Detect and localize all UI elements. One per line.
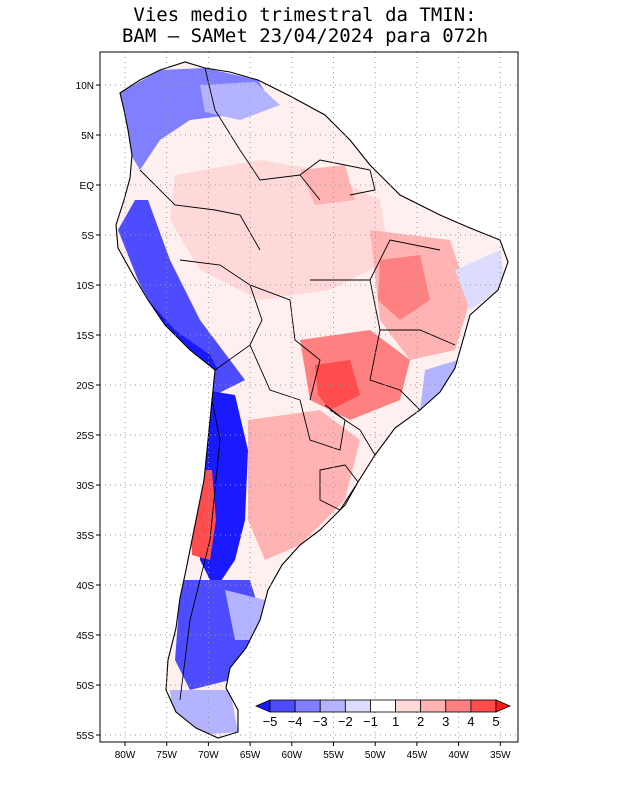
border-argentina-chile: [179, 399, 221, 701]
border-brazil-states-1: [310, 239, 441, 281]
amazon-pink-spot: [300, 165, 355, 205]
lat-tick-label: 50S: [76, 681, 94, 692]
lon-tick-label: 40W: [448, 750, 469, 761]
border-colombia-venezuela: [204, 67, 321, 201]
lat-tick-label: 30S: [76, 481, 94, 492]
border-colombia-peru: [139, 169, 261, 251]
lat-tick-label: 10S: [76, 281, 94, 292]
lon-tick-label: 60W: [282, 750, 303, 761]
colorbar-label: 3: [442, 714, 449, 729]
title-line-1: Vies medio trimestral da TMIN:: [133, 4, 476, 26]
lon-tick-label: 65W: [240, 750, 261, 761]
lon-tick-label: 50W: [365, 750, 386, 761]
lon-tick-label: 75W: [156, 750, 177, 761]
colorbar-label: 1: [392, 714, 399, 729]
lon-tick-label: 45W: [407, 750, 428, 761]
andes-blue-strip: [118, 200, 245, 395]
colorbar-label: −5: [263, 714, 278, 729]
colorbar-label: 4: [467, 714, 474, 729]
colorbar-label: −3: [313, 714, 328, 729]
colorbar-box: [294, 699, 321, 713]
colorbar-box: [319, 699, 346, 713]
lat-tick-label: 40S: [76, 581, 94, 592]
northeast-red: [378, 255, 430, 320]
lat-tick-label: 10N: [76, 81, 94, 92]
border-argentina-uruguay: [319, 464, 359, 511]
lat-tick-label: 55S: [76, 731, 94, 742]
border-brazil-states-2: [369, 279, 456, 346]
lat-tick-label: 45S: [76, 631, 94, 642]
northeast-lightblue: [455, 250, 505, 310]
border-bolivia-brazil: [249, 284, 321, 401]
colorbar-box: [420, 699, 447, 713]
title-line-2: BAM – SAMet 23/04/2024 para 072h: [122, 25, 488, 47]
lat-tick-label: EQ: [80, 181, 95, 192]
border-guianas: [299, 159, 376, 196]
colorbar-box: [395, 699, 422, 713]
lat-tick-label: 15S: [76, 331, 94, 342]
lon-tick-label: 55W: [323, 750, 344, 761]
latitude-labels: 10N 5N EQ 5S 10S 15S 20S 25S 30S 35S 40S 45S 50S 55S: [76, 81, 100, 742]
colorbar-label: 2: [417, 714, 424, 729]
graticule: [100, 52, 518, 742]
colorbar-label: −2: [338, 714, 353, 729]
colorbar-box: [370, 699, 396, 713]
central-brazil-hot: [315, 360, 360, 410]
border-brazil-states-4: [329, 409, 376, 456]
map-frame: [99, 51, 519, 743]
colorbar-label: −4: [288, 714, 303, 729]
longitude-labels: 80W 75W 70W 65W 60W 55W 50W 45W 40W 35W: [115, 742, 511, 761]
lon-tick-label: 80W: [115, 750, 136, 761]
colorbar-arrow-right: [495, 699, 512, 713]
country-borders: [139, 67, 456, 701]
colorbar-box: [470, 699, 497, 713]
border-paraguay: [299, 399, 346, 451]
border-bolivia-chile: [214, 344, 301, 401]
southeast-lightblue: [420, 360, 458, 410]
patagonia-light: [225, 590, 265, 640]
colorbar-label: −1: [363, 714, 378, 729]
colorbar-box: [269, 699, 296, 713]
lat-tick-label: 35S: [76, 531, 94, 542]
coastline: [115, 61, 509, 739]
peru-dark-blue: [148, 300, 218, 372]
lat-tick-label: 20S: [76, 381, 94, 392]
lon-tick-label: 35W: [490, 750, 511, 761]
lat-tick-label: 5S: [82, 231, 95, 242]
lat-tick-label: 5N: [81, 131, 94, 142]
north-coast-lightblue: [200, 82, 280, 120]
lon-tick-label: 70W: [198, 750, 219, 761]
colorbar-label: 5: [492, 714, 499, 729]
lat-tick-label: 25S: [76, 431, 94, 442]
colorbar-box: [344, 699, 371, 713]
colorbar-box: [445, 699, 472, 713]
colorbar: −5 −4 −3 −2 −1 1 2 3 4 5: [254, 699, 512, 729]
